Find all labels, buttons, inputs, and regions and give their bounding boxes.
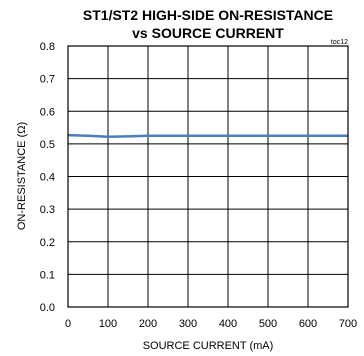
x-tick-label: 300: [179, 318, 197, 330]
y-tick-label: 0.3: [40, 204, 55, 216]
x-tick-labels: 0 100 200 300 400 500 600 700: [65, 318, 357, 330]
chart-title-line-1: ST1/ST2 HIGH-SIDE ON-RESISTANCE: [83, 7, 333, 23]
series-line-1: [67, 133, 348, 138]
y-tick-label: 0.5: [40, 139, 55, 151]
y-tick-label: 0.2: [40, 237, 55, 249]
x-tick-label: 500: [259, 318, 277, 330]
y-tick-label: 0.1: [40, 269, 55, 281]
y-tick-label: 0.8: [40, 41, 55, 53]
y-tick-label: 0.0: [40, 302, 55, 314]
y-tick-label: 0.7: [40, 74, 55, 86]
x-tick-label: 0: [65, 318, 71, 330]
y-tick-labels: 0.0 0.1 0.2 0.3 0.4 0.5 0.6 0.7 0.8: [40, 41, 55, 314]
y-tick-label: 0.4: [40, 172, 55, 184]
x-tick-label: 100: [99, 318, 117, 330]
series-layer: [67, 133, 348, 138]
x-axis-label: SOURCE CURRENT (mA): [143, 340, 274, 352]
chart-tag: toc12: [331, 39, 348, 46]
plot-frame: [67, 45, 349, 308]
y-axis-label: ON-RESISTANCE (Ω): [16, 122, 28, 230]
x-tick-label: 600: [299, 318, 317, 330]
x-tick-label: 200: [139, 318, 157, 330]
grid: [67, 45, 349, 308]
x-tick-label: 400: [219, 318, 237, 330]
x-tick-label: 700: [339, 318, 357, 330]
y-tick-label: 0.6: [40, 106, 55, 118]
chart-title-line-2: vs SOURCE CURRENT: [132, 25, 284, 41]
